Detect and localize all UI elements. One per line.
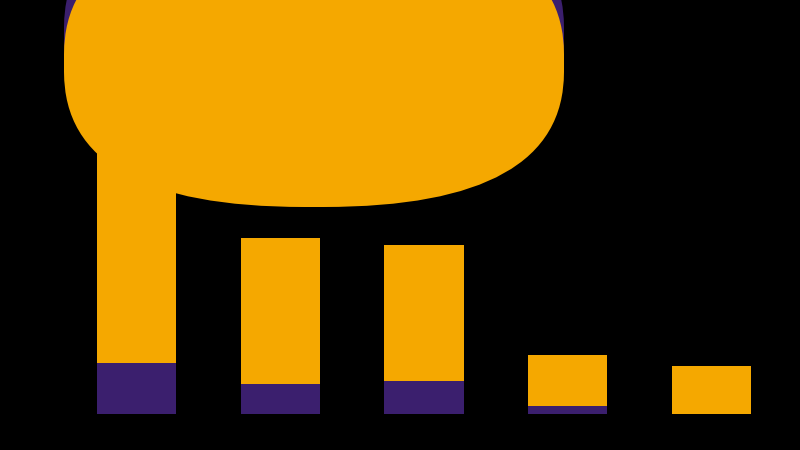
Bar: [528, 406, 607, 414]
Bar: [672, 366, 751, 414]
Bar: [97, 78, 176, 363]
Bar: [385, 381, 463, 414]
Bar: [241, 238, 320, 384]
Bar: [97, 363, 176, 414]
Bar: [385, 245, 463, 381]
Bar: [528, 356, 607, 406]
Bar: [241, 384, 320, 414]
